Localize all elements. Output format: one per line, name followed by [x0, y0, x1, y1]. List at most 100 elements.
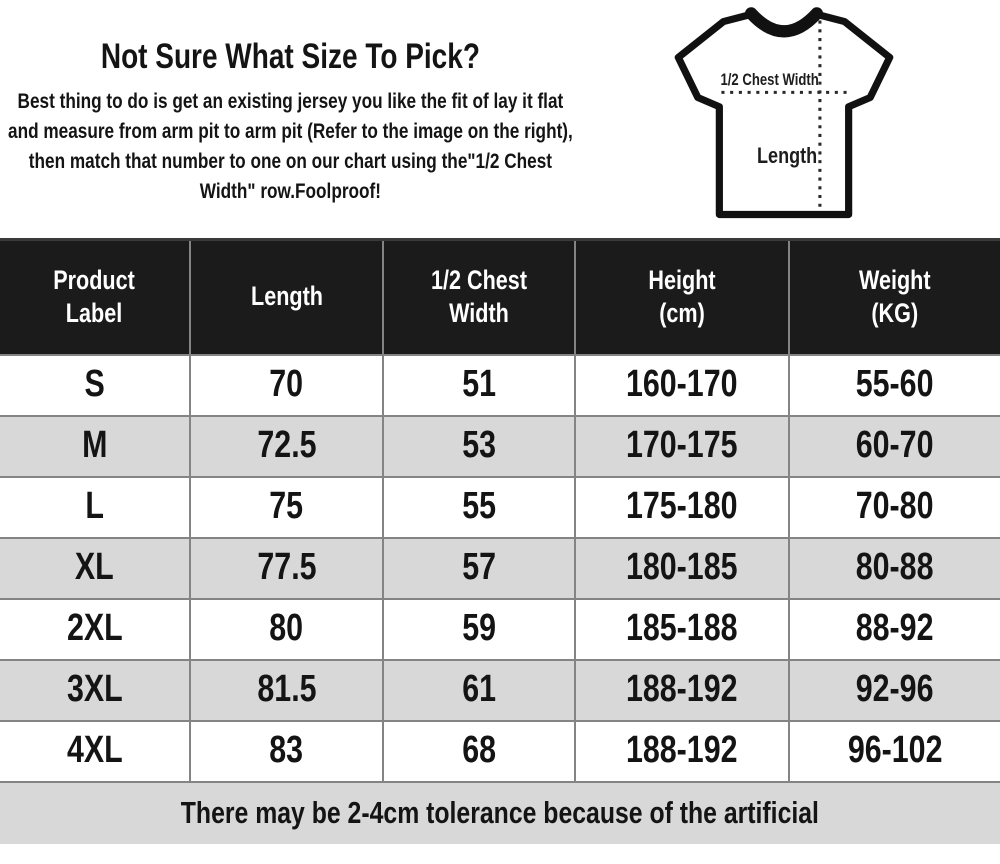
table-cell: 92-96 — [788, 658, 1000, 722]
table-cell-text: 4XL — [66, 729, 123, 772]
table-cell: 75 — [189, 475, 384, 539]
table-cell-text: 59 — [462, 607, 496, 650]
column-header-text: Length — [250, 281, 323, 312]
table-cell: 80-88 — [788, 536, 1000, 600]
table-cell-text: 53 — [462, 424, 496, 467]
table-cell: 72.5 — [189, 414, 384, 478]
tolerance-note: There may be 2-4cm tolerance because of … — [180, 794, 820, 830]
table-cell: 81.5 — [189, 658, 384, 722]
sizing-instructions: Best thing to do is get an existing jers… — [8, 88, 573, 203]
table-cell: 51 — [382, 353, 576, 417]
table-cell-text: 57 — [462, 546, 496, 589]
table-cell: 2XL — [0, 597, 191, 661]
table-cell-text: L — [85, 485, 104, 528]
table-cell: 60-70 — [788, 414, 1000, 478]
table-cell-text: 188-192 — [626, 729, 738, 772]
table-cell: L — [0, 475, 191, 539]
table-cell: 88-92 — [788, 597, 1000, 661]
table-cell-text: 3XL — [66, 668, 123, 711]
table-cell-text: 75 — [269, 485, 304, 528]
table-cell-text: 160-170 — [626, 363, 738, 406]
table-cell-text: 88-92 — [856, 607, 934, 650]
table-cell: 185-188 — [574, 597, 790, 661]
table-cell-text: 61 — [462, 668, 496, 711]
table-cell: XL — [0, 536, 191, 600]
table-cell: 80 — [189, 597, 384, 661]
column-header-weight-kg: Weight (KG) — [788, 238, 1000, 356]
table-header-row: Product Label Length 1/2 Chest Width Hei… — [0, 238, 1000, 356]
length-label: Length — [757, 143, 817, 168]
table-cell: 55 — [382, 475, 576, 539]
table-row: 4XL 83 68 188-192 96-102 — [0, 719, 1000, 783]
size-chart-table: Product Label Length 1/2 Chest Width Hei… — [0, 238, 1000, 844]
table-cell-text: 51 — [462, 363, 496, 406]
chest-width-label: 1/2 Chest Width — [720, 72, 818, 90]
column-header-text: Product Label — [53, 264, 136, 329]
table-cell: 61 — [382, 658, 576, 722]
table-cell: 77.5 — [189, 536, 384, 600]
table-cell-text: 80 — [269, 607, 304, 650]
table-cell: 160-170 — [574, 353, 790, 417]
tshirt-outline — [674, 10, 894, 219]
table-cell-text: 80-88 — [856, 546, 934, 589]
tshirt-measurement-diagram: 1/2 Chest Width Length — [666, 4, 902, 230]
table-cell-text: 170-175 — [626, 424, 738, 467]
table-cell-text: 70-80 — [856, 485, 934, 528]
table-footer-row: There may be 2-4cm tolerance because of … — [0, 780, 1000, 844]
table-cell: 59 — [382, 597, 576, 661]
table-cell-text: 185-188 — [626, 607, 738, 650]
column-header-height-cm: Height (cm) — [574, 238, 790, 356]
table-cell-text: 72.5 — [256, 424, 317, 467]
table-cell-text: 188-192 — [626, 668, 738, 711]
table-cell-text: 180-185 — [626, 546, 738, 589]
column-header-half-chest-width: 1/2 Chest Width — [382, 238, 576, 356]
table-cell: 53 — [382, 414, 576, 478]
table-row: M 72.5 53 170-175 60-70 — [0, 414, 1000, 478]
table-cell: 70 — [189, 353, 384, 417]
table-cell-text: 55-60 — [856, 363, 934, 406]
table-cell: S — [0, 353, 191, 417]
tshirt-diagram-svg: 1/2 Chest Width Length — [674, 7, 894, 219]
intro-text-block: Not Sure What Size To Pick? Best thing t… — [8, 37, 573, 206]
table-cell: 188-192 — [574, 719, 790, 783]
table-cell: 180-185 — [574, 536, 790, 600]
collar-icon — [745, 7, 823, 38]
column-header-text: Weight (KG) — [859, 264, 931, 329]
table-cell-text: 92-96 — [856, 668, 934, 711]
table-cell-text: 83 — [269, 729, 304, 772]
table-cell-text: 77.5 — [256, 546, 317, 589]
table-row: L 75 55 175-180 70-80 — [0, 475, 1000, 539]
table-cell: 188-192 — [574, 658, 790, 722]
table-cell-text: 60-70 — [856, 424, 934, 467]
table-cell-text: 68 — [462, 729, 496, 772]
table-cell-text: 55 — [462, 485, 496, 528]
table-cell-text: XL — [75, 546, 114, 589]
table-cell: 83 — [189, 719, 384, 783]
table-cell: 4XL — [0, 719, 191, 783]
table-cell: 175-180 — [574, 475, 790, 539]
table-cell-text: 70 — [269, 363, 304, 406]
table-cell: 57 — [382, 536, 576, 600]
table-row: XL 77.5 57 180-185 80-88 — [0, 536, 1000, 600]
table-cell: 96-102 — [788, 719, 1000, 783]
table-cell-text: 2XL — [66, 607, 123, 650]
table-row: 3XL 81.5 61 188-192 92-96 — [0, 658, 1000, 722]
table-cell-text: M — [81, 424, 108, 467]
table-cell-text: 81.5 — [256, 668, 317, 711]
table-row: 2XL 80 59 185-188 88-92 — [0, 597, 1000, 661]
table-row: S 70 51 160-170 55-60 — [0, 353, 1000, 417]
table-cell: 70-80 — [788, 475, 1000, 539]
intro-section: Not Sure What Size To Pick? Best thing t… — [0, 0, 1000, 238]
tolerance-note-cell: There may be 2-4cm tolerance because of … — [0, 780, 1000, 844]
table-cell-text: 175-180 — [626, 485, 738, 528]
column-header-text: 1/2 Chest Width — [430, 264, 528, 329]
table-cell: 170-175 — [574, 414, 790, 478]
table-cell-text: S — [84, 363, 105, 406]
table-cell-text: 96-102 — [847, 729, 943, 772]
table-cell: 3XL — [0, 658, 191, 722]
column-header-text: Height (cm) — [648, 264, 716, 329]
size-table-body: S 70 51 160-170 55-60 M 72.5 53 170-175 60-70 L 75 5… — [0, 353, 1000, 783]
table-cell: 55-60 — [788, 353, 1000, 417]
page-title: Not Sure What Size To Pick? — [100, 37, 480, 76]
